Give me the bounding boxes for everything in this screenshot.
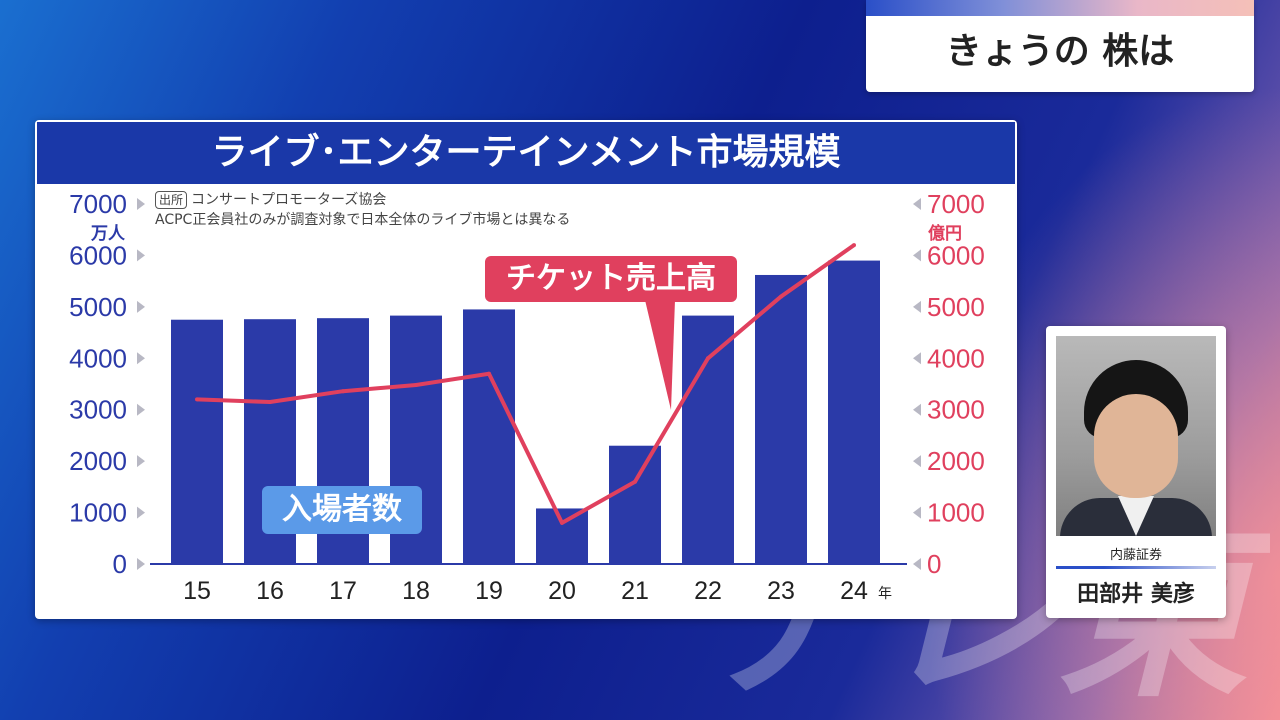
right-axis-tick-marker <box>913 403 921 416</box>
left-axis-tick-marker <box>137 198 145 210</box>
x-axis-tick-label: 16 <box>256 577 284 605</box>
ticket-sales-point <box>268 400 272 404</box>
chart-title: ライブ･エンターテインメント市場規模 <box>37 122 1015 184</box>
left-axis-tick-marker <box>137 249 145 262</box>
left-axis-tick-marker <box>137 352 145 365</box>
left-axis-tick-marker <box>137 455 145 468</box>
right-axis-tick-marker <box>913 352 921 365</box>
right-axis-tick-label: 1000 <box>927 498 985 528</box>
attendees-bar <box>171 319 223 564</box>
attendees-series-label: 入場者数 <box>262 486 422 534</box>
attendees-bar <box>609 445 661 564</box>
right-axis-tick-marker <box>913 198 921 210</box>
ticket-sales-point <box>341 389 345 394</box>
attendees-bar <box>536 508 588 564</box>
right-axis-tick-label: 0 <box>927 549 941 579</box>
guest-divider <box>1056 566 1216 569</box>
guest-card: 内藤証券 田部井 美彦 <box>1046 326 1226 618</box>
left-axis-tick-marker <box>137 558 145 570</box>
ticket-sales-point <box>195 397 199 402</box>
left-axis-tick-label: 1000 <box>69 498 127 528</box>
right-axis-tick-label: 5000 <box>927 292 985 322</box>
left-axis-tick-label: 4000 <box>69 343 127 373</box>
attendees-bar <box>755 274 807 564</box>
attendees-bar <box>463 309 515 564</box>
topic-banner-bar <box>866 0 1254 16</box>
chart-card: ライブ･エンターテインメント市場規模 0 1000 2000 3000 4000 5000… <box>35 120 1017 619</box>
ticket-sales-point <box>487 371 491 376</box>
right-axis-tick-marker <box>913 249 921 262</box>
right-axis-tick-marker <box>913 558 921 570</box>
ticket-sales-point <box>633 479 637 484</box>
ticket-sales-series-label: チケット売上高 <box>485 256 737 302</box>
x-axis-tick-label: 24 <box>840 577 868 605</box>
x-axis-tick-label: 20 <box>548 577 576 605</box>
right-axis-tick-marker <box>913 506 921 519</box>
ticket-sales-line <box>196 243 856 525</box>
left-axis-tick-label: 3000 <box>69 395 127 425</box>
x-axis-tick-label: 17 <box>329 577 357 605</box>
source-text: コンサートプロモーターズ協会 <box>191 192 387 208</box>
ticket-sales-point <box>414 383 418 388</box>
x-axis-tick-label: 19 <box>475 577 503 605</box>
left-axis-tick-label: 0 <box>113 549 127 579</box>
left-axis-tick-marker <box>137 300 145 313</box>
left-axis-unit: 万人 <box>91 224 125 244</box>
right-axis-tick-label: 6000 <box>927 240 985 270</box>
left-axis-tick-label: 7000 <box>69 189 127 219</box>
topic-title: きょうの 株は <box>945 31 1175 72</box>
right-axis-tick-label: 2000 <box>927 446 985 476</box>
x-axis-tick-label: 15 <box>183 577 211 605</box>
x-axis-tick-label: 23 <box>767 577 795 605</box>
guest-company: 内藤証券 <box>1109 548 1162 563</box>
chart-svg: 0 1000 2000 3000 4000 5000 6000 7000 0 1000 2000 30… <box>69 189 985 605</box>
guest-photo <box>1056 336 1216 536</box>
source-note: ACPC正会員社のみが調査対象で日本全体のライブ市場とは異なる <box>155 212 571 228</box>
x-axis-tick-label: 22 <box>694 577 722 605</box>
chart-source: 出所 コンサートプロモーターズ協会 ACPC正会員社のみが調査対象で日本全体のライ… <box>155 190 570 230</box>
left-axis-tick-label: 6000 <box>69 240 127 270</box>
left-axis-tick-label: 2000 <box>69 446 127 476</box>
ticket-sales-point <box>560 520 564 525</box>
right-axis-tick-marker <box>913 455 921 468</box>
left-axis-tick-marker <box>137 506 145 519</box>
guest-name: 田部井 美彦 <box>1077 582 1195 607</box>
right-axis-unit: 億円 <box>928 224 962 244</box>
ticket-sales-callout-pointer <box>645 300 675 410</box>
right-axis-tick-label: 3000 <box>927 395 985 425</box>
attendees-bar <box>828 260 880 564</box>
ticket-sales-point <box>852 243 856 248</box>
x-axis-tick-label: 21 <box>621 577 649 605</box>
ticket-sales-point <box>706 356 710 361</box>
x-axis-suffix: 年 <box>878 586 892 602</box>
right-axis-tick-label: 7000 <box>927 189 985 219</box>
photo-face <box>1094 394 1178 498</box>
source-tag: 出所 <box>155 191 188 209</box>
right-axis-tick-marker <box>913 300 921 313</box>
left-axis-tick-marker <box>137 403 145 416</box>
x-axis-tick-label: 18 <box>402 577 430 605</box>
left-axis-tick-label: 5000 <box>69 292 127 322</box>
attendees-bar <box>682 315 734 564</box>
right-axis-tick-label: 4000 <box>927 343 985 373</box>
topic-banner: きょうの 株は <box>866 0 1254 92</box>
ticket-sales-point <box>779 294 783 299</box>
